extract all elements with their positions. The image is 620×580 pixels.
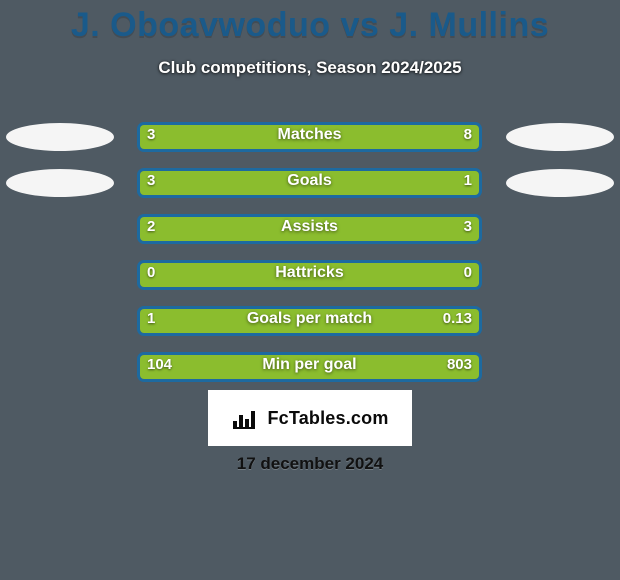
page-subtitle: Club competitions, Season 2024/2025 bbox=[0, 58, 620, 78]
comparison-infographic: J. Oboavwoduo vs J. Mullins Club competi… bbox=[0, 0, 620, 580]
stat-value-right: 8 bbox=[137, 122, 482, 152]
page-title: J. Oboavwoduo vs J. Mullins bbox=[0, 6, 620, 45]
branding-box: FcTables.com bbox=[208, 390, 412, 446]
team-badge-left bbox=[6, 123, 114, 151]
branding-text: FcTables.com bbox=[267, 408, 388, 429]
footer-date: 17 december 2024 bbox=[0, 454, 620, 474]
stat-row: 104803Min per goal bbox=[0, 352, 620, 382]
stat-value-right: 1 bbox=[137, 168, 482, 198]
stat-row: 23Assists bbox=[0, 214, 620, 244]
stat-value-right: 3 bbox=[137, 214, 482, 244]
branding-chart-icon bbox=[231, 407, 259, 429]
stat-row: 10.13Goals per match bbox=[0, 306, 620, 336]
team-badge-right bbox=[506, 169, 614, 197]
stat-value-right: 0 bbox=[137, 260, 482, 290]
stat-value-right: 803 bbox=[137, 352, 482, 382]
stat-row: 31Goals bbox=[0, 168, 620, 198]
team-badge-left bbox=[6, 169, 114, 197]
stat-rows: 38Matches31Goals23Assists00Hattricks10.1… bbox=[0, 122, 620, 398]
stat-value-right: 0.13 bbox=[137, 306, 482, 336]
team-badge-right bbox=[506, 123, 614, 151]
stat-row: 38Matches bbox=[0, 122, 620, 152]
stat-row: 00Hattricks bbox=[0, 260, 620, 290]
